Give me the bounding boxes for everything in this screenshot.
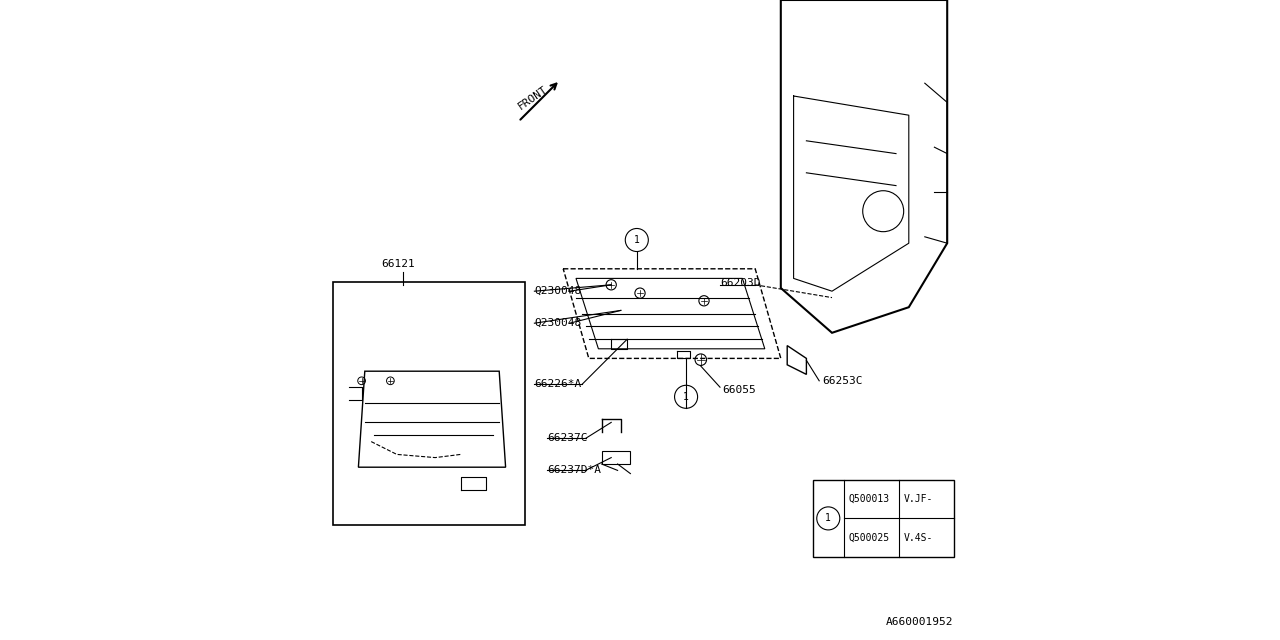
Text: 66055: 66055 [722,385,755,396]
Text: V.JF-: V.JF- [904,494,933,504]
Text: 1: 1 [634,235,640,245]
Text: Q500025: Q500025 [849,532,890,543]
Text: 1: 1 [684,392,689,402]
Bar [333,282,525,525]
Text: 66237D*A: 66237D*A [548,465,602,476]
Text: Q230048: Q230048 [535,318,581,328]
Text: 66237C: 66237C [548,433,588,444]
Text: 66226*A: 66226*A [535,379,581,389]
Text: V.4S-: V.4S- [904,532,933,543]
Text: 66203D: 66203D [719,278,760,288]
Text: FRONT: FRONT [516,84,549,112]
Bar [813,480,954,557]
Text: 66253C: 66253C [823,376,863,386]
Text: Q230048: Q230048 [535,286,581,296]
Text: A660001952: A660001952 [886,617,954,627]
Text: 1: 1 [826,513,831,524]
Text: Q500013: Q500013 [849,494,890,504]
Text: 66121: 66121 [381,259,415,269]
